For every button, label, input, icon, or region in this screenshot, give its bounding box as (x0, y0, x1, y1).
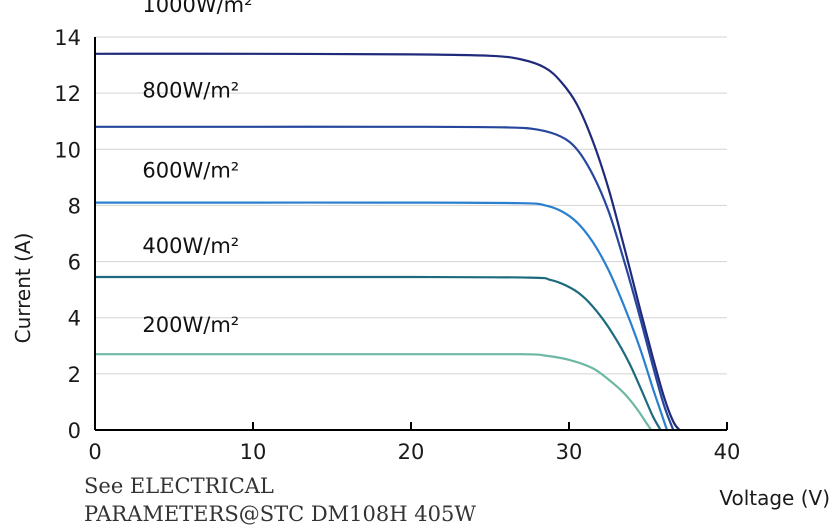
curve-200-wm2 (95, 353, 653, 431)
y-axis-label: Current (A) (11, 233, 35, 344)
series-labels: 1000W/m² 800W/m² 600W/m² 400W/m² 200W/m² (142, 0, 252, 337)
x-tick-label: 30 (556, 440, 583, 464)
x-tick-label: 20 (398, 440, 425, 464)
curve-800-wm2 (95, 125, 675, 431)
series-label-1000-wm2: 1000W/m² (142, 0, 252, 17)
y-tick-label: 14 (54, 26, 81, 50)
y-tick-label: 6 (68, 251, 81, 275)
y-tick-label: 12 (54, 82, 81, 106)
x-axis-label: Voltage (V) (719, 486, 830, 510)
x-tick-label: 0 (88, 440, 101, 464)
y-tick-label: 0 (68, 419, 81, 443)
y-tick-label: 8 (68, 194, 81, 218)
series-label-200-wm2: 200W/m² (142, 313, 239, 337)
x-ticks: 0 10 20 30 40 (88, 422, 740, 464)
series-label-600-wm2: 600W/m² (142, 158, 239, 182)
curve-1000-wm2 (94, 52, 681, 431)
y-tick-label: 10 (54, 138, 81, 162)
curve-600-wm2 (95, 201, 669, 431)
y-tick-label: 2 (68, 363, 81, 387)
x-tick-label: 40 (714, 440, 741, 464)
grid-lines (95, 36, 727, 375)
footnote-line-1: See ELECTRICAL (84, 474, 274, 498)
footnote-line-2: PARAMETERS@STC DM108H 405W (84, 502, 476, 526)
series-label-800-wm2: 800W/m² (142, 78, 239, 102)
y-tick-label: 4 (68, 307, 81, 331)
curves (94, 52, 681, 431)
x-tick-label: 10 (240, 440, 267, 464)
series-label-400-wm2: 400W/m² (142, 234, 239, 258)
curve-400-wm2 (95, 275, 662, 431)
y-ticks: 0 2 4 6 8 10 12 14 (54, 26, 81, 443)
